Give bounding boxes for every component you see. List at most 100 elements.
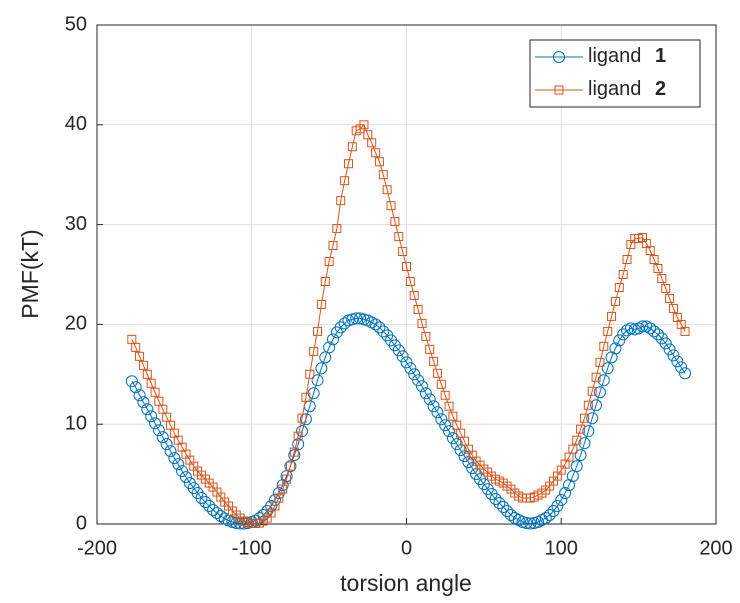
data-point <box>595 357 605 367</box>
data-point <box>378 170 388 180</box>
data-point <box>446 432 459 445</box>
data-point <box>284 460 297 473</box>
data-point <box>435 413 448 426</box>
data-point <box>404 362 417 375</box>
data-point <box>382 185 392 195</box>
data-point <box>142 369 152 379</box>
y-tick-label: 10 <box>65 412 87 434</box>
data-point <box>444 401 454 411</box>
data-point <box>408 368 421 381</box>
data-point <box>591 372 601 382</box>
data-point <box>578 437 591 450</box>
data-point <box>336 196 346 206</box>
data-point <box>645 246 655 256</box>
data-point <box>328 241 338 251</box>
data-point <box>199 496 212 509</box>
data-point <box>150 387 160 397</box>
data-point <box>439 419 452 432</box>
data-point <box>297 413 307 423</box>
data-point <box>324 257 334 267</box>
data-point <box>282 474 292 484</box>
data-point <box>369 318 382 331</box>
data-point <box>125 375 138 388</box>
data-point <box>400 356 413 369</box>
data-point <box>576 424 586 434</box>
data-point <box>618 270 628 279</box>
data-point <box>176 465 189 478</box>
data-point <box>493 497 506 510</box>
data-point <box>350 312 363 325</box>
data-point <box>152 424 165 437</box>
legend-marker <box>553 51 565 63</box>
data-point <box>680 326 690 336</box>
data-point <box>539 512 552 525</box>
data-point <box>443 425 456 438</box>
data-point <box>129 381 142 394</box>
data-point <box>489 493 502 506</box>
data-point <box>394 232 404 242</box>
data-point <box>593 386 606 399</box>
data-point <box>156 431 169 444</box>
data-point <box>207 504 220 517</box>
data-point <box>172 458 185 471</box>
y-tick-label: 40 <box>65 113 87 135</box>
data-point <box>402 262 411 272</box>
y-axis-label: PMF(kT) <box>17 229 43 318</box>
data-point <box>570 460 583 473</box>
data-point <box>572 435 582 445</box>
data-point <box>659 337 672 350</box>
data-point <box>343 159 353 169</box>
y-tick-label: 20 <box>65 313 87 335</box>
data-point <box>587 386 597 396</box>
data-point <box>599 341 609 351</box>
data-point <box>133 389 146 402</box>
data-point <box>636 320 649 333</box>
data-point <box>265 500 278 513</box>
data-point <box>301 392 311 402</box>
data-point <box>613 334 626 347</box>
data-point <box>448 411 458 421</box>
x-tick-label: -100 <box>232 537 272 559</box>
data-point <box>417 318 427 328</box>
data-point <box>367 138 377 148</box>
data-point <box>326 333 339 346</box>
data-point <box>396 350 409 363</box>
data-point <box>392 344 405 357</box>
data-point <box>653 264 663 274</box>
data-point <box>436 379 446 389</box>
data-point <box>665 293 675 303</box>
data-point <box>289 447 299 457</box>
data-point <box>419 387 432 400</box>
data-point <box>405 276 415 286</box>
data-point <box>583 400 593 410</box>
data-point <box>278 484 288 494</box>
data-point <box>644 322 657 335</box>
data-point <box>347 142 357 152</box>
legend: ligand 1 ligand 2 <box>529 39 701 108</box>
data-point <box>679 367 692 380</box>
data-point <box>657 273 667 283</box>
data-point <box>607 311 617 321</box>
data-point <box>663 343 676 356</box>
data-point <box>413 304 423 314</box>
data-point <box>141 403 154 416</box>
y-tick-label: 30 <box>65 213 87 235</box>
data-point <box>309 346 319 356</box>
data-point <box>135 351 145 361</box>
data-point <box>146 378 156 388</box>
data-point <box>145 410 158 423</box>
data-point <box>323 341 336 354</box>
data-point <box>415 380 428 393</box>
axes-box <box>96 24 717 525</box>
data-point <box>622 255 632 265</box>
data-point <box>651 328 664 341</box>
data-point <box>203 500 216 513</box>
data-point <box>137 396 150 409</box>
data-point <box>168 452 181 465</box>
data-point <box>285 461 295 471</box>
data-point <box>668 303 678 313</box>
x-tick-label: 200 <box>699 537 732 559</box>
data-point <box>338 317 351 330</box>
data-point <box>601 362 614 375</box>
